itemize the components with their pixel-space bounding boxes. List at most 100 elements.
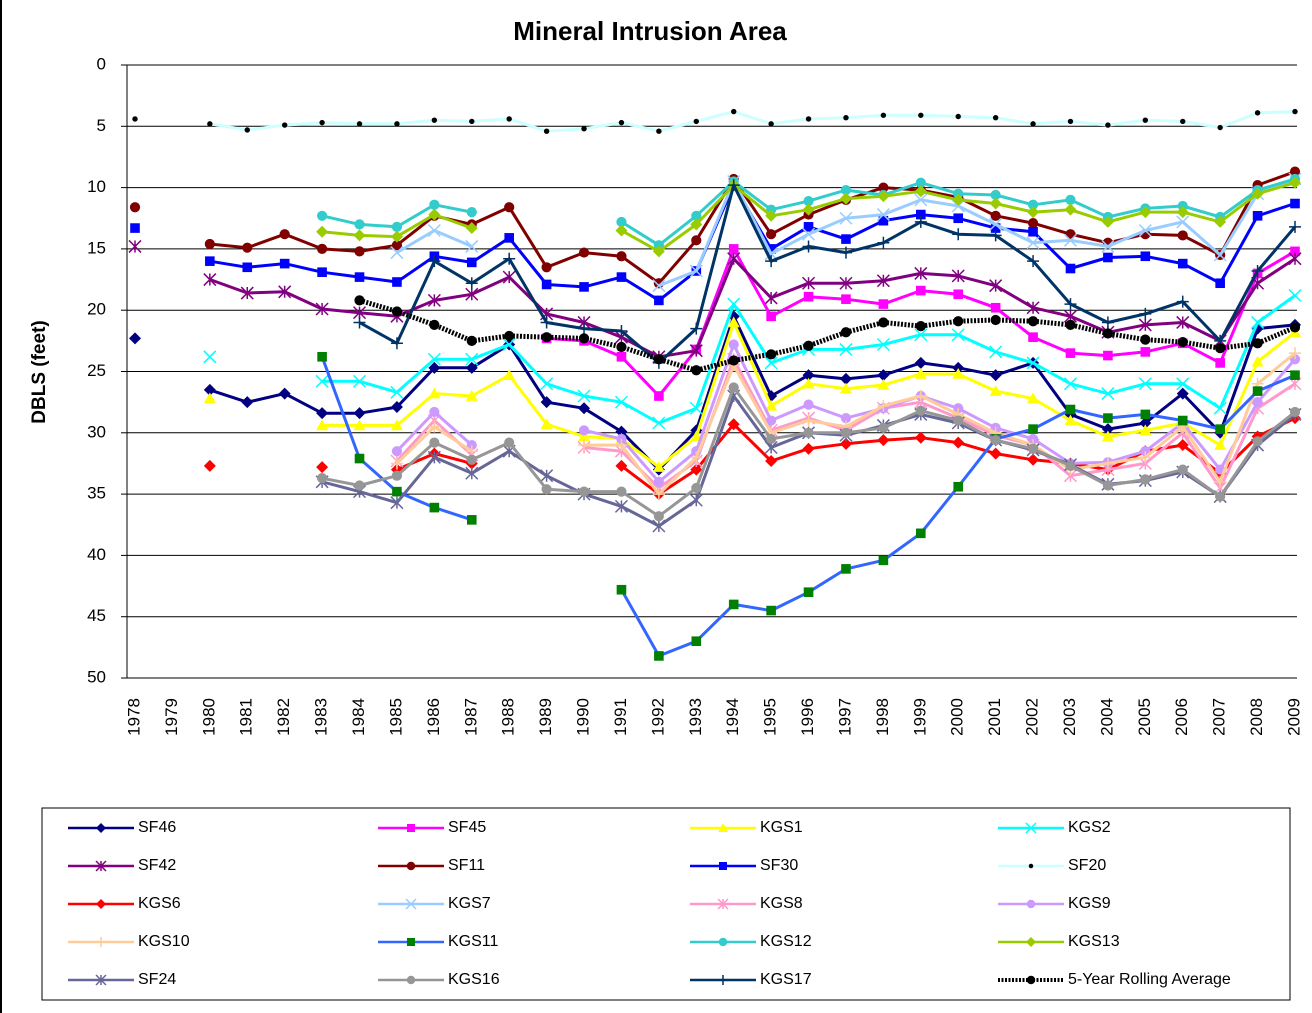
marker (129, 332, 141, 345)
series-line (209, 110, 1296, 133)
marker (839, 342, 853, 356)
legend-item: SF20 (998, 857, 1106, 874)
marker (989, 385, 1002, 396)
marker (689, 344, 703, 358)
x-tick-label: 2000 (948, 698, 967, 736)
marker (465, 239, 479, 253)
marker (691, 235, 702, 246)
marker (691, 636, 702, 647)
x-tick-label: 2003 (1060, 698, 1079, 736)
marker (1063, 233, 1078, 247)
legend-label: SF46 (138, 819, 176, 836)
marker (353, 316, 366, 329)
legend-marker (406, 975, 416, 985)
series (390, 172, 1302, 293)
marker (1215, 424, 1225, 434)
marker (317, 267, 327, 277)
marker (728, 599, 739, 610)
marker (578, 402, 591, 415)
y-tick-label: 20 (87, 300, 106, 319)
marker (203, 383, 216, 396)
marker (953, 481, 964, 492)
marker (1063, 377, 1078, 391)
marker (391, 470, 403, 481)
marker (352, 374, 367, 388)
legend-marker (96, 823, 106, 833)
marker (1103, 413, 1113, 423)
marker (391, 306, 403, 317)
marker (578, 439, 591, 452)
x-tick-label: 2002 (1023, 698, 1042, 736)
x-tick-label: 2008 (1247, 698, 1266, 736)
marker (203, 350, 217, 364)
marker (839, 246, 852, 259)
x-tick-label: 1992 (648, 698, 667, 736)
marker (918, 112, 924, 118)
marker (353, 407, 366, 420)
legend-label: KGS11 (448, 933, 499, 950)
marker (428, 255, 441, 268)
marker (1140, 334, 1151, 345)
marker (466, 335, 477, 346)
marker (1027, 453, 1040, 466)
marker (614, 395, 628, 409)
marker (429, 319, 440, 331)
marker (840, 412, 852, 424)
marker (1215, 278, 1225, 289)
legend-item: SF46 (68, 819, 176, 836)
marker (1067, 118, 1074, 125)
marker (241, 396, 254, 409)
marker (802, 442, 815, 455)
marker (764, 356, 778, 370)
legend-label: KGS10 (138, 933, 190, 950)
marker (652, 461, 665, 472)
y-tick-label: 40 (87, 545, 106, 564)
marker (1102, 480, 1114, 491)
x-tick-label: 1987 (461, 698, 480, 736)
marker (693, 118, 699, 125)
marker (1139, 307, 1152, 320)
marker (803, 427, 814, 438)
marker (540, 316, 553, 329)
marker (803, 587, 814, 597)
marker (914, 266, 928, 280)
marker (1290, 246, 1300, 257)
marker (1142, 117, 1149, 123)
marker (504, 233, 514, 243)
marker (390, 246, 404, 260)
marker (504, 330, 515, 342)
marker (691, 210, 702, 221)
marker (1140, 251, 1151, 262)
marker (802, 414, 815, 427)
legend-box (41, 807, 1291, 1001)
marker (390, 419, 403, 431)
y-tick-label: 45 (87, 606, 106, 625)
marker (878, 422, 889, 433)
marker (839, 276, 853, 290)
marker (390, 230, 403, 243)
marker (1251, 355, 1264, 367)
marker (1027, 433, 1039, 445)
marker (727, 316, 740, 328)
marker (541, 262, 552, 273)
marker (878, 299, 889, 309)
marker (1254, 110, 1261, 116)
marker (1177, 230, 1188, 241)
marker (839, 211, 853, 225)
marker (690, 451, 703, 464)
legend-marker (718, 975, 728, 985)
marker (1102, 328, 1114, 339)
marker (953, 403, 964, 414)
x-tick-label: 1996 (798, 698, 817, 736)
marker (207, 121, 213, 127)
marker (616, 251, 627, 262)
marker (392, 486, 402, 497)
marker (1138, 318, 1152, 332)
marker (1213, 401, 1227, 415)
marker (469, 118, 475, 125)
marker (503, 369, 516, 380)
marker (990, 223, 1001, 233)
legend-marker (407, 938, 415, 946)
marker (1139, 416, 1152, 429)
